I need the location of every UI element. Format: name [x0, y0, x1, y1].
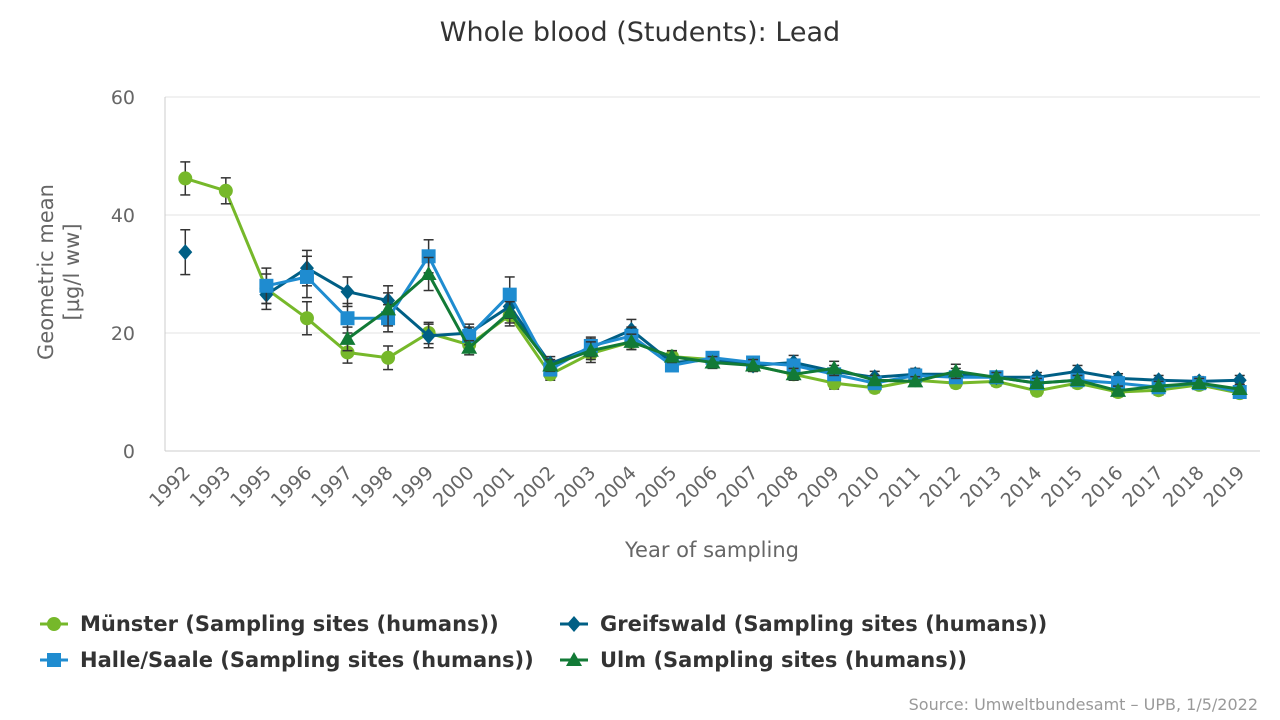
- data-point: [1150, 378, 1167, 393]
- x-tick-label: 2009: [794, 462, 844, 512]
- data-point: [502, 287, 517, 302]
- legend-item-2: Halle/Saale (Sampling sites (humans)): [40, 648, 534, 672]
- data-point: [623, 333, 640, 348]
- data-point: [339, 330, 356, 345]
- legend-label: Münster (Sampling sites (humans)): [80, 612, 499, 636]
- legend-label: Halle/Saale (Sampling sites (humans)): [80, 648, 534, 672]
- data-point: [907, 373, 924, 388]
- x-tick-label: 1993: [186, 462, 236, 512]
- data-point: [1110, 382, 1127, 397]
- legend-item-1: Greifswald (Sampling sites (humans)): [560, 612, 1047, 636]
- x-tick-label: 2000: [429, 462, 479, 512]
- data-point: [1191, 375, 1208, 390]
- x-tick-label: 2010: [835, 462, 885, 512]
- x-tick-label: 2019: [1200, 462, 1250, 512]
- x-tick-label: 2011: [875, 462, 925, 512]
- data-point: [461, 339, 478, 354]
- y-tick-label: 20: [111, 323, 135, 345]
- data-point: [421, 327, 436, 344]
- x-tick-label: 1998: [348, 462, 398, 512]
- data-point: [826, 360, 843, 375]
- data-point: [745, 357, 762, 372]
- data-point: [1069, 372, 1086, 387]
- data-point: [340, 345, 355, 360]
- x-tick-label: 2005: [632, 462, 682, 512]
- x-tick-label: 2001: [470, 462, 520, 512]
- data-point: [420, 266, 437, 280]
- x-tick-label: 2017: [1118, 462, 1168, 512]
- x-tick-label: 2004: [591, 462, 641, 512]
- x-tick-label: 1999: [388, 462, 438, 512]
- legend-marker: [47, 653, 61, 667]
- legend-item-3: Ulm (Sampling sites (humans)): [560, 648, 967, 672]
- y-axis-label: Geometric mean [µg/l ww]: [34, 184, 84, 360]
- data-point: [663, 348, 680, 363]
- data-point: [1028, 375, 1045, 390]
- legend: Münster (Sampling sites (humans)) Greifsw…: [40, 612, 1047, 672]
- chart-title: Whole blood (Students): Lead: [440, 17, 840, 48]
- legend-item-0: Münster (Sampling sites (humans)): [40, 612, 499, 636]
- legend-marker: [566, 652, 582, 666]
- series-layer: [178, 161, 1248, 401]
- data-point: [947, 363, 964, 378]
- x-axis-ticks: 1992199319951996199719981999200020012002…: [145, 462, 1249, 512]
- x-tick-label: 1996: [267, 462, 317, 512]
- data-point: [259, 278, 274, 293]
- data-point: [178, 171, 193, 186]
- x-axis-label: Year of sampling: [624, 538, 799, 562]
- y-tick-label: 0: [123, 441, 135, 463]
- data-point: [380, 301, 397, 316]
- x-tick-label: 2002: [510, 462, 560, 512]
- x-tick-label: 2007: [713, 462, 763, 512]
- x-tick-label: 2015: [1037, 462, 1087, 512]
- data-point: [340, 283, 355, 300]
- x-tick-label: 2006: [672, 462, 722, 512]
- y-tick-label: 40: [111, 205, 135, 227]
- x-tick-label: 2003: [551, 462, 601, 512]
- x-tick-label: 2016: [1078, 462, 1128, 512]
- data-point: [501, 304, 518, 319]
- data-point: [866, 372, 883, 387]
- data-point: [582, 342, 599, 357]
- data-point: [785, 366, 802, 381]
- x-tick-label: 2013: [956, 462, 1006, 512]
- data-point: [299, 311, 314, 326]
- legend-marker: [47, 617, 61, 631]
- data-point: [1231, 381, 1248, 396]
- data-point: [542, 357, 559, 372]
- data-point: [340, 311, 355, 326]
- data-point: [218, 183, 233, 198]
- x-tick-label: 2014: [997, 462, 1047, 512]
- x-tick-label: 2008: [753, 462, 803, 512]
- data-point: [381, 350, 396, 365]
- x-tick-label: 1992: [145, 462, 195, 512]
- data-point: [988, 369, 1005, 384]
- x-tick-label: 1997: [307, 462, 357, 512]
- legend-label: Ulm (Sampling sites (humans)): [600, 648, 967, 672]
- y-axis-ticks: 0 20 40 60: [111, 87, 135, 463]
- data-point: [178, 244, 193, 261]
- y-axis-label-line2: [µg/l ww]: [60, 223, 84, 320]
- y-tick-label: 60: [111, 87, 135, 109]
- legend-marker: [567, 616, 581, 632]
- y-axis-label-line1: Geometric mean: [34, 184, 58, 360]
- x-tick-label: 2012: [916, 462, 966, 512]
- x-tick-label: 2018: [1159, 462, 1209, 512]
- grid-lines: [164, 96, 1260, 452]
- source-note: Source: Umweltbundesamt – UPB, 1/5/2022: [909, 695, 1258, 714]
- data-point: [421, 249, 436, 264]
- data-point: [704, 354, 721, 369]
- x-tick-label: 1995: [226, 462, 276, 512]
- legend-label: Greifswald (Sampling sites (humans)): [600, 612, 1047, 636]
- series-3: [339, 256, 1248, 397]
- data-point: [299, 269, 314, 284]
